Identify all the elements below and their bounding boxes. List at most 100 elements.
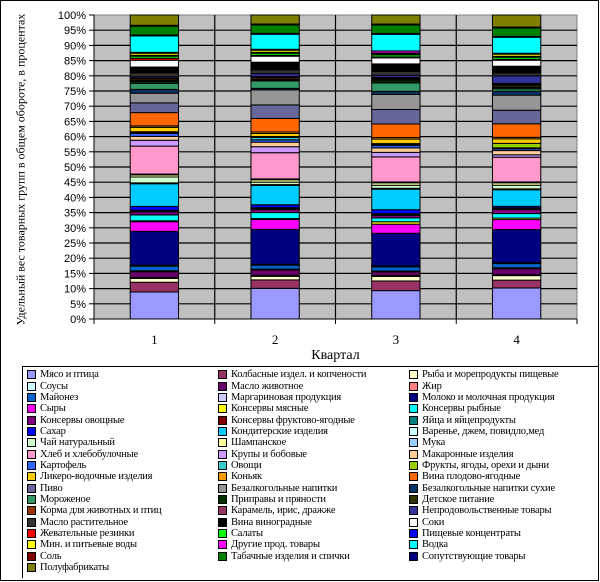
bar-segment <box>129 221 180 232</box>
bar-segment <box>250 269 300 276</box>
bar-segment <box>129 277 180 283</box>
legend-label: Крупы и бобовые <box>231 448 307 460</box>
legend-swatch <box>409 404 418 414</box>
legend-item: Сахар <box>27 426 218 437</box>
legend-swatch <box>27 381 36 391</box>
bar-segment <box>491 94 542 111</box>
bar-segment <box>491 109 542 125</box>
y-tick-label: 100% <box>58 10 86 22</box>
bar-segment <box>250 33 300 50</box>
bar-segment <box>371 14 421 25</box>
legend-label: Хлеб и хлебобулочные <box>40 448 139 460</box>
legend-swatch <box>218 540 227 550</box>
legend-label: Овощи <box>231 459 262 471</box>
x-axis: 1 2 3 4 <box>93 318 578 347</box>
legend-item: Маргариновая продукция <box>218 392 409 403</box>
bar-segment <box>371 290 421 320</box>
legend-swatch <box>409 483 418 493</box>
legend-label: Соусы <box>40 380 68 392</box>
legend-label: Соки <box>422 516 445 528</box>
legend-swatch <box>409 415 418 425</box>
bar-segment <box>250 212 300 220</box>
legend-label: Сахар <box>40 425 66 437</box>
legend-swatch <box>409 438 418 448</box>
legend-label: Масло животное <box>231 380 304 392</box>
bar-segment <box>250 279 300 289</box>
y-tick-label: 80% <box>64 71 86 83</box>
legend-item: Масло растительное <box>27 516 218 528</box>
bar-segment <box>371 93 421 110</box>
bar-segment <box>250 14 300 25</box>
bar-segment <box>250 141 300 148</box>
legend-swatch <box>409 506 418 516</box>
bar-segment <box>250 69 300 75</box>
legend-item: Полуфабрикаты <box>27 562 218 573</box>
bar-segment <box>491 59 542 67</box>
legend-label: Корма для животных и птиц <box>40 505 162 517</box>
legend-swatch <box>409 426 418 436</box>
legend-swatch <box>409 551 418 561</box>
legend-label: Ликеро-водочные изделия <box>40 471 153 483</box>
legend-swatch <box>218 438 227 448</box>
legend-item: Хлеб и хлебобулочные <box>27 448 218 460</box>
legend-item: Соль <box>27 551 218 562</box>
legend-item: Водка <box>409 539 599 550</box>
legend-swatch <box>27 438 36 448</box>
legend-swatch <box>27 392 36 402</box>
x-tick-label: 2 <box>272 332 279 347</box>
bar-segment <box>491 287 542 320</box>
legend-label: Другие прод. товары <box>231 539 320 551</box>
bar-segment <box>129 72 180 78</box>
legend-label: Детское питание <box>422 493 495 505</box>
bar-segment <box>250 184 300 206</box>
legend-swatch <box>27 551 36 561</box>
legend-swatch <box>27 426 36 436</box>
legend-label: Вина плодово-ягодные <box>422 471 521 483</box>
bar-segment <box>129 66 180 74</box>
legend-item: Вина плодово-ягодные <box>409 471 599 482</box>
bar-stack-3 <box>371 14 421 320</box>
legend-item: Приправы и пряности <box>218 494 409 505</box>
legend-item: Картофель <box>27 460 218 471</box>
legend-item: Чай натуральный <box>27 437 218 448</box>
legend-item: Соки <box>409 516 599 528</box>
legend-item: Кондитерские изделия <box>218 426 409 437</box>
legend-swatch <box>27 528 36 538</box>
bar-segment <box>129 126 180 133</box>
legend-item: Сопутствующие товары <box>409 551 599 562</box>
bar-segment <box>371 217 421 223</box>
chart-plot: 0% 5% 10% 15% 20% 25% 30% 35% 40% 45% 50% 55% 60% 65%… <box>58 10 578 363</box>
y-tick-label: 55% <box>64 147 86 159</box>
legend-swatch <box>27 404 36 414</box>
legend-label: Жевательные резинки <box>40 527 135 539</box>
legend-item: Табачные изделия и спички <box>218 551 409 562</box>
legend-label: Макаронные изделия <box>422 448 514 460</box>
y-tick-label: 50% <box>64 162 86 174</box>
bar-segment <box>491 138 542 144</box>
bar-segment <box>129 183 180 207</box>
bar-segment <box>129 83 180 90</box>
bar-segment <box>129 291 180 320</box>
bar-segment <box>371 209 421 215</box>
legend-label: Кондитерские изделия <box>231 425 328 437</box>
y-tick-label: 60% <box>64 132 86 144</box>
legend-label: Пищевые концентраты <box>422 527 521 539</box>
legend-swatch <box>409 472 418 482</box>
x-axis-title: Квартал <box>311 348 359 363</box>
legend-item: Другие прод. товары <box>218 539 409 550</box>
bar-segment <box>129 145 180 175</box>
legend-swatch <box>218 415 227 425</box>
y-tick-label: 85% <box>64 56 86 68</box>
bar-segment <box>371 108 421 125</box>
legend-item: Сыры <box>27 403 218 414</box>
bar-segment <box>491 142 542 149</box>
legend-label: Мясо и птица <box>40 369 99 381</box>
legend-label: Сопутствующие товары <box>422 550 526 562</box>
legend-item: Рыба и морепродукты пищевые <box>409 369 599 380</box>
bar-segment <box>250 264 300 270</box>
legend-swatch <box>27 540 36 550</box>
bar-segment <box>129 230 180 266</box>
legend-item: Соусы <box>27 380 218 392</box>
bar-segment <box>371 147 421 153</box>
bar-segment <box>491 14 542 28</box>
